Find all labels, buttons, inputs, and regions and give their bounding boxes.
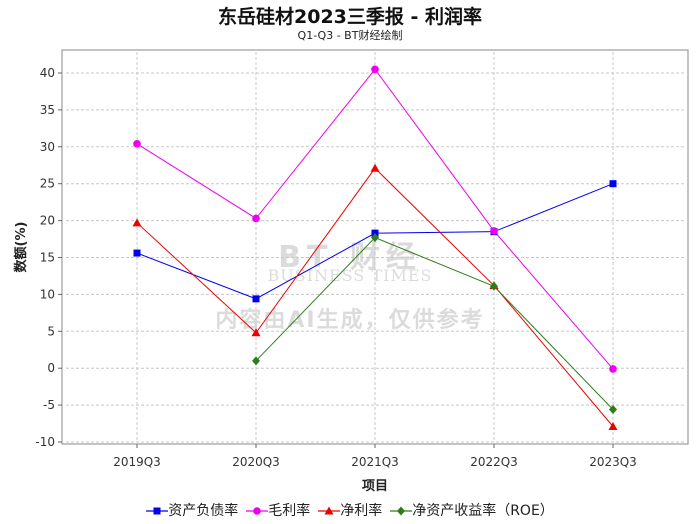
y-tick-label: 10: [40, 287, 55, 301]
data-point-circle: [252, 214, 260, 223]
y-tick-label: 20: [40, 214, 55, 228]
y-tick-label: -5: [43, 398, 55, 412]
chart-title: 东岳硅材2023三季报 - 利润率: [218, 6, 482, 28]
legend-item: 净利率: [318, 500, 382, 520]
legend-label: 资产负债率: [168, 503, 239, 519]
legend-label: 毛利率: [268, 503, 311, 519]
series-line: [255, 236, 614, 410]
y-tick-label: -10: [35, 435, 55, 449]
data-point-triangle: [324, 506, 334, 515]
legend-swatch-icon: [318, 506, 341, 515]
y-tick-label: 25: [40, 177, 55, 191]
legend-label: 净利率: [340, 503, 383, 519]
data-point-triangle: [251, 328, 261, 337]
legend-swatch-icon: [146, 507, 169, 515]
watermark-brand-en: BUSINESS TIMES: [267, 266, 433, 285]
data-point-triangle: [608, 422, 618, 431]
x-tick-label: 2019Q3: [113, 455, 161, 469]
y-tick-label: 40: [40, 66, 55, 80]
x-tick-label: 2022Q3: [470, 455, 518, 469]
series-markers: [132, 65, 618, 431]
data-point-diamond: [371, 233, 379, 243]
legend-swatch-icon: [246, 507, 269, 515]
x-tick-label: 2023Q3: [589, 455, 637, 469]
y-tick-label: 0: [47, 361, 55, 375]
data-point-diamond: [609, 405, 617, 415]
grid: [66, 52, 684, 443]
legend: 资产负债率 毛利率 净利率 净资产收益率（ROE）: [0, 500, 700, 520]
legend-item: 净资产收益率（ROE）: [390, 500, 554, 520]
data-point-square: [153, 507, 161, 515]
data-point-diamond: [252, 356, 260, 366]
y-tick-label: 35: [40, 103, 55, 117]
y-axis-title: 数额(%): [13, 222, 29, 273]
data-point-square: [252, 295, 260, 303]
y-tick-label: 30: [40, 140, 55, 154]
x-tick-label: 2021Q3: [351, 455, 399, 469]
legend-item: 资产负债率: [146, 500, 238, 520]
chart-subtitle: Q1-Q3 - BT财经绘制: [297, 29, 403, 42]
data-point-circle: [133, 140, 141, 148]
y-tick-label: 15: [40, 251, 55, 265]
x-axis: 2019Q3 2020Q3 2021Q3 2022Q3 2023Q3: [113, 444, 637, 469]
data-point-square: [133, 249, 141, 257]
data-point-triangle: [132, 218, 142, 227]
y-tick-label: 5: [47, 324, 55, 338]
data-point-diamond: [490, 281, 498, 291]
data-point-square: [609, 180, 617, 188]
data-point-circle: [253, 507, 262, 515]
data-point-diamond: [397, 506, 406, 516]
legend-swatch-icon: [390, 506, 413, 516]
data-point-circle: [490, 227, 498, 235]
y-axis: -10 -5 0 5 10 15 20 25 30 35 40: [35, 66, 62, 449]
legend-label: 净资产收益率（ROE）: [412, 503, 554, 519]
legend-item: 毛利率: [246, 500, 310, 520]
x-axis-title: 项目: [362, 479, 388, 494]
x-tick-label: 2020Q3: [232, 455, 280, 469]
data-point-circle: [609, 365, 617, 373]
data-point-circle: [371, 65, 379, 74]
data-point-triangle: [370, 163, 380, 172]
watermark-notice: 内容由AI生成，仅供参考: [215, 308, 485, 333]
